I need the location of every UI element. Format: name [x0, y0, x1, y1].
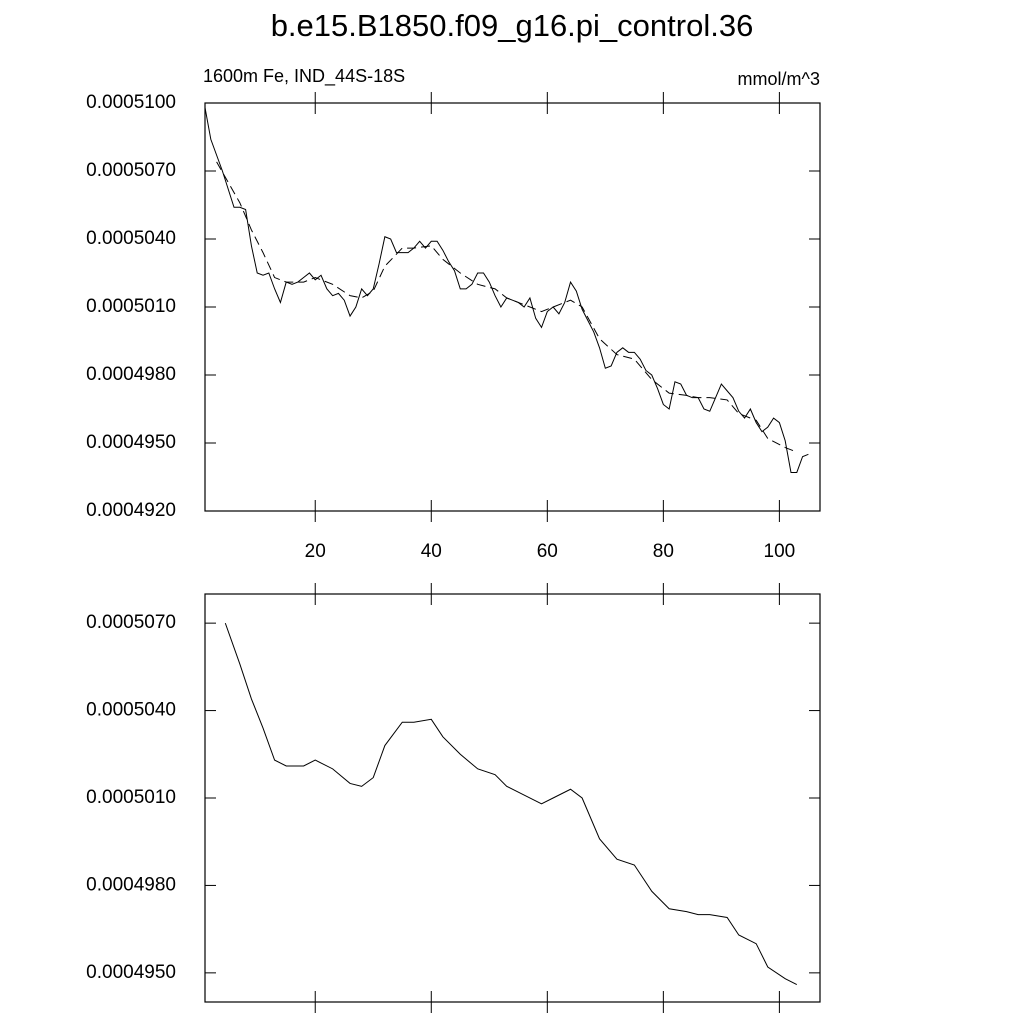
x-tick-label: 80 [653, 541, 674, 562]
y-tick-label: 0.0004980 [86, 874, 176, 895]
y-tick-label: 0.0004920 [86, 500, 176, 521]
x-tick-label: 20 [305, 541, 326, 562]
x-tick-label: 40 [421, 541, 442, 562]
data-line [224, 622, 798, 985]
y-tick-label: 0.0005010 [86, 787, 176, 808]
chart-title: b.e15.B1850.f09_g16.pi_control.36 [271, 8, 754, 43]
y-tick-label: 0.0005040 [86, 228, 176, 249]
units: mmol/m^3 [738, 69, 820, 89]
x-tick-label: 60 [537, 541, 558, 562]
left-string: 1600m Fe, IND_44S-18S [203, 66, 405, 87]
x-tick-label: 100 [764, 541, 796, 562]
y-tick-label: 0.0004980 [86, 364, 176, 385]
y-tick-label: 0.0004950 [86, 432, 176, 453]
y-tick-label: 0.0005040 [86, 700, 176, 721]
y-tick-label: 0.0005070 [86, 612, 176, 633]
y-tick-label: 0.0004950 [86, 962, 176, 983]
y-tick-label: 0.0005100 [86, 92, 176, 113]
y-tick-label: 0.0005010 [86, 296, 176, 317]
y-tick-label: 0.0005070 [86, 160, 176, 181]
data-line [216, 161, 797, 453]
